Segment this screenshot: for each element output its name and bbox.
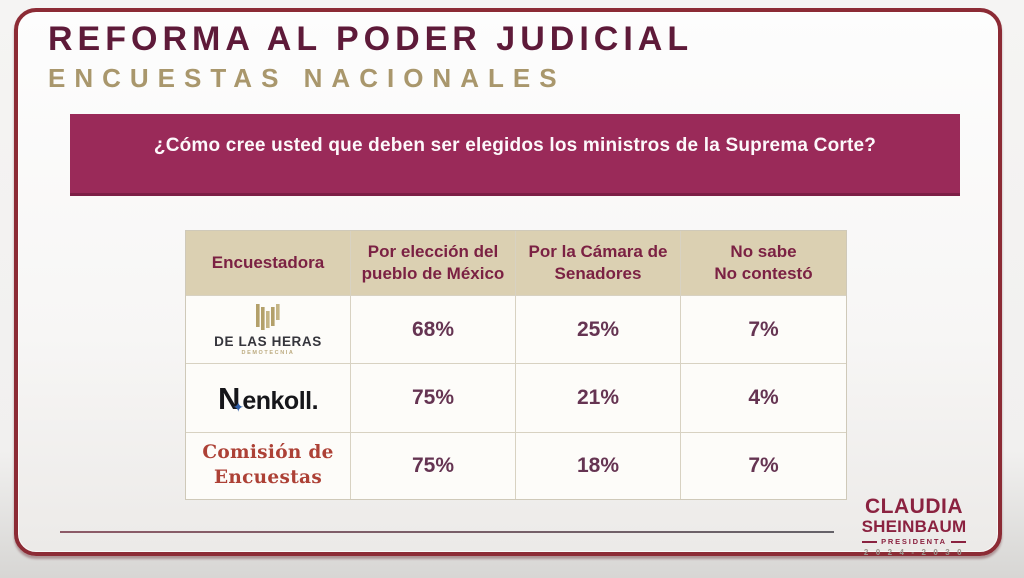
value-enkoll-nosabe: 4% xyxy=(748,386,779,409)
value-delasheras-senadores: 25% xyxy=(576,317,620,341)
table-cell: 68% xyxy=(351,296,516,364)
value-enkoll-eleccion: 75% xyxy=(411,386,455,409)
brand-presidenta: PRESIDENTA xyxy=(881,537,947,546)
value-enkoll-senadores: 21% xyxy=(576,386,620,409)
page-title: REFORMA AL PODER JUDICIAL xyxy=(48,20,694,58)
question-banner: ¿Cómo cree usted que deben ser elegidos … xyxy=(70,114,960,196)
column-header-no-sabe: No sabe No contestó xyxy=(681,231,846,296)
table-cell: 7% xyxy=(681,296,846,364)
column-header-camara-senadores: Por la Cámara de Senadores xyxy=(516,231,681,296)
table-cell: 75% xyxy=(351,433,516,499)
brand-dash-right xyxy=(950,540,966,543)
value-comision-nosabe: 7% xyxy=(748,454,779,477)
page-subtitle: ENCUESTAS NACIONALES xyxy=(48,63,566,93)
table-cell: 25% xyxy=(516,296,681,364)
table-cell: 75% xyxy=(351,364,516,433)
table-row-delasheras-logo-cell: DE LAS HERAS DEMOTECNIA xyxy=(186,296,351,364)
table-row-comision-label-cell: Comisión de Encuestas xyxy=(186,433,351,499)
footer-divider xyxy=(60,531,834,533)
delasheras-logo: DE LAS HERAS DEMOTECNIA xyxy=(214,303,322,356)
value-delasheras-eleccion: 68% xyxy=(411,317,455,341)
brand-presidenta-row: PRESIDENTA xyxy=(862,538,966,546)
brand-claudia: CLAUDIA xyxy=(865,495,963,518)
brand-sheinbaum: SHEINBAUM xyxy=(861,517,967,536)
table-row-enkoll-logo-cell: N ✦ enkoll. xyxy=(186,364,351,433)
table-cell: 4% xyxy=(681,364,846,433)
delasheras-subtext: DEMOTECNIA xyxy=(241,349,295,356)
brand-dash-left xyxy=(862,540,878,543)
question-text: ¿Cómo cree usted que deben ser elegidos … xyxy=(153,135,877,156)
value-delasheras-nosabe: 7% xyxy=(748,317,779,341)
enkoll-n-mark: N xyxy=(217,380,241,416)
delasheras-wordmark: DE LAS HERAS xyxy=(214,334,322,349)
poll-results-table: Encuestadora Por elección del pueblo de … xyxy=(185,230,847,500)
table-cell: 21% xyxy=(516,364,681,433)
column-header-encuestadora: Encuestadora xyxy=(186,231,351,296)
value-comision-eleccion: 75% xyxy=(411,454,455,477)
brand-years: 2 0 2 4 - 2 0 3 0 xyxy=(863,547,965,557)
table-cell: 7% xyxy=(681,433,846,499)
enkoll-wordmark: enkoll. xyxy=(242,386,319,415)
value-comision-senadores: 18% xyxy=(576,454,620,477)
enkoll-logo: N ✦ enkoll. xyxy=(217,380,319,416)
gold-bars-icon xyxy=(256,304,280,330)
comision-label: Comisión de Encuestas xyxy=(202,442,334,488)
table-cell: 18% xyxy=(516,433,681,499)
claudia-sheinbaum-logo: CLAUDIA SHEINBAUM PRESIDENTA 2 0 2 4 - 2… xyxy=(856,496,972,557)
column-header-eleccion-pueblo: Por elección del pueblo de México xyxy=(351,231,516,296)
